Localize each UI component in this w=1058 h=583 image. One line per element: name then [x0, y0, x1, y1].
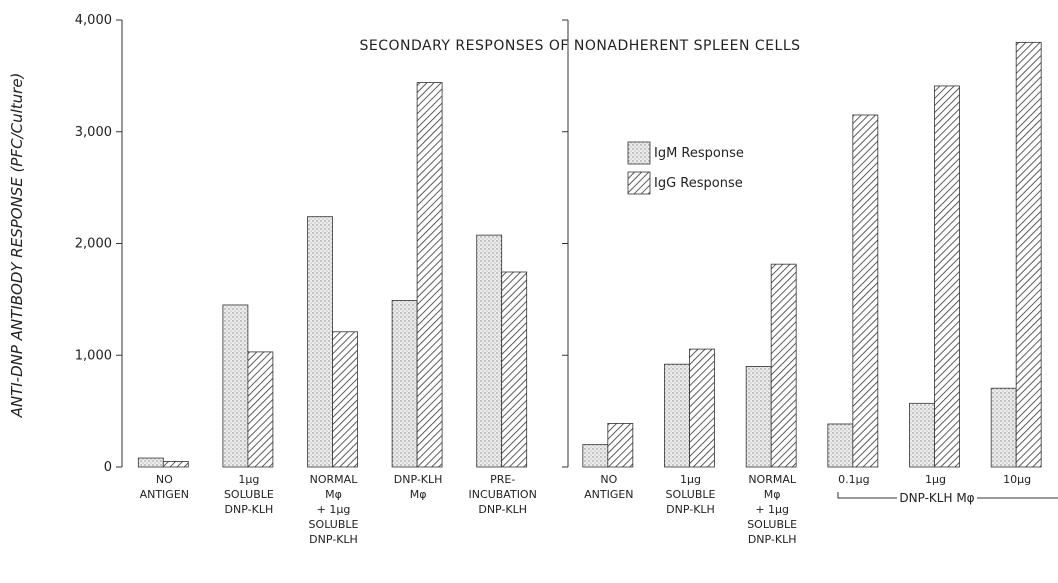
- bar: [770, 263, 797, 468]
- bar: [852, 114, 879, 468]
- x-tick-label: PRE- INCUBATION DNP-KLH: [469, 473, 537, 516]
- x-tick-label-line: 1µg: [925, 473, 946, 486]
- legend-label: IgM Response: [654, 146, 744, 161]
- x-tick-label: NO ANTIGEN: [584, 473, 633, 501]
- x-tick-label-line: SOLUBLE: [666, 488, 716, 501]
- x-tick-label-line: DNP-KLH: [478, 503, 527, 516]
- legend-label: IgG Response: [654, 176, 743, 191]
- y-tick-label: 1,000: [75, 348, 112, 363]
- bar: [582, 444, 609, 468]
- bar: [827, 423, 854, 468]
- x-tick-label-line: Mφ: [764, 488, 781, 501]
- x-tick-label-line: SOLUBLE: [224, 488, 274, 501]
- bracket-gap: [897, 490, 977, 506]
- x-tick-label-line: NO: [156, 473, 173, 486]
- x-tick-label-line: PRE-: [490, 473, 515, 486]
- bar: [137, 457, 164, 468]
- x-tick-label-line: + 1µg: [755, 503, 789, 516]
- bar: [162, 461, 189, 468]
- x-tick-label-line: ANTIGEN: [584, 488, 633, 501]
- x-tick-label-line: + 1µg: [317, 503, 351, 516]
- x-tick-label: NORMAL Mφ + 1µg SOLUBLE DNP-KLH: [309, 473, 359, 546]
- x-tick-label-line: DNP-KLH: [748, 533, 797, 546]
- x-tick-label-line: NO: [600, 473, 617, 486]
- legend-swatch: [627, 141, 651, 165]
- bar: [476, 234, 503, 468]
- bar: [222, 304, 249, 468]
- x-tick-label-line: NORMAL: [310, 473, 359, 486]
- bar: [689, 348, 715, 468]
- x-tick-label-line: DNP-KLH: [309, 533, 358, 546]
- x-tick-label: NO ANTIGEN: [140, 473, 189, 501]
- x-tick-label: 1µg SOLUBLE DNP-KLH: [224, 473, 274, 516]
- y-axis-label: ANTI-DNP ANTIBODY RESPONSE (PFC/Culture): [8, 73, 26, 419]
- x-tick-label: DNP-KLH Mφ: [394, 473, 443, 501]
- x-tick-label: NORMAL Mφ + 1µg SOLUBLE DNP-KLH: [747, 473, 797, 546]
- x-tick-label: 1µg: [925, 473, 946, 486]
- bracket-label: DNP-KLH Mφ: [899, 491, 974, 505]
- legend-swatch: [627, 171, 651, 195]
- y-tick-label: 0: [104, 460, 112, 475]
- x-tick-label-line: NORMAL: [748, 473, 797, 486]
- bar: [664, 363, 690, 468]
- x-tick-label-line: 1µg: [238, 473, 259, 486]
- bar: [990, 387, 1017, 468]
- x-tick-label-line: ANTIGEN: [140, 488, 189, 501]
- x-tick-label-line: Mφ: [325, 488, 342, 501]
- chart-title: SECONDARY RESPONSES OF NONADHERENT SPLEE…: [359, 38, 800, 54]
- bar: [607, 423, 634, 468]
- bar: [332, 331, 358, 468]
- x-tick-label-line: SOLUBLE: [309, 518, 359, 531]
- bar: [745, 366, 772, 468]
- x-tick-label-line: 1µg: [680, 473, 701, 486]
- x-tick-label-line: DNP-KLH: [394, 473, 443, 486]
- x-tick-label-line: INCUBATION: [469, 488, 537, 501]
- x-tick-label-line: Mφ: [410, 488, 427, 501]
- x-tick-label: 1µg SOLUBLE DNP-KLH: [666, 473, 716, 516]
- bar: [934, 85, 960, 468]
- x-tick-label-line: 0.1µg: [838, 473, 869, 486]
- bar: [1015, 41, 1042, 468]
- x-tick-label-line: DNP-KLH: [225, 503, 274, 516]
- x-tick-label: 0.1µg: [838, 473, 869, 486]
- x-tick-label-line: DNP-KLH: [666, 503, 715, 516]
- y-tick-label: 2,000: [75, 237, 112, 252]
- y-tick-label: 3,000: [75, 125, 112, 140]
- bar: [247, 351, 274, 468]
- x-tick-label: 10µg: [1003, 473, 1031, 486]
- bar: [416, 82, 443, 468]
- x-tick-label-line: SOLUBLE: [747, 518, 797, 531]
- bar: [307, 216, 333, 468]
- bar: [909, 402, 935, 468]
- y-tick-label: 4,000: [75, 13, 112, 28]
- bar: [501, 271, 528, 468]
- bar: [391, 300, 418, 468]
- x-tick-label-line: 10µg: [1003, 473, 1031, 486]
